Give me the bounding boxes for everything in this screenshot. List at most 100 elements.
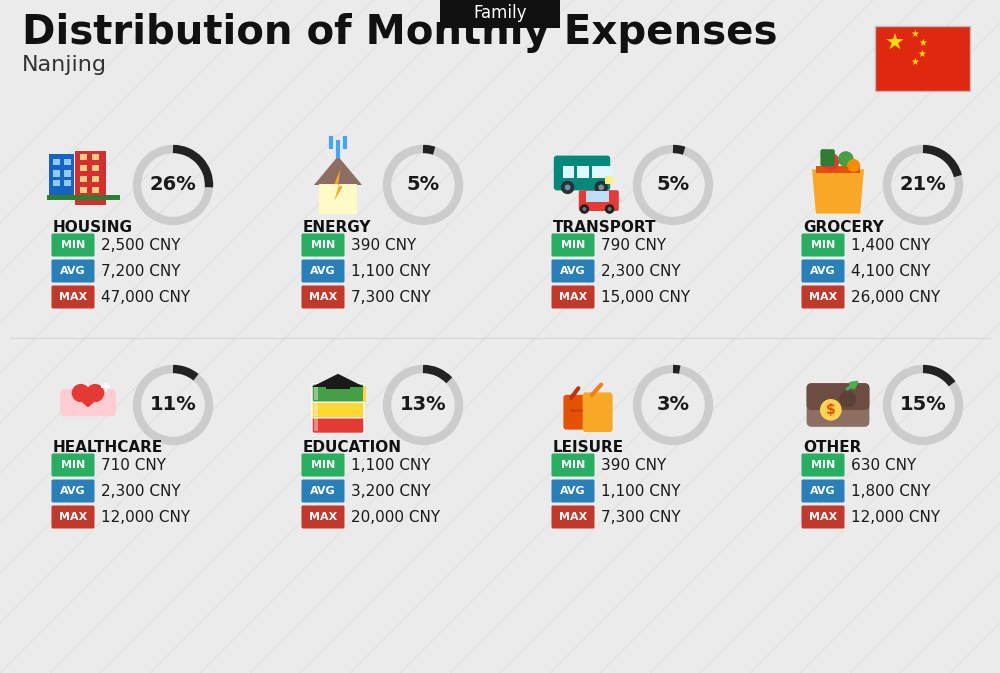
Text: AVG: AVG <box>310 266 336 276</box>
Text: 2,300 CNY: 2,300 CNY <box>601 264 681 279</box>
Text: TRANSPORT: TRANSPORT <box>553 221 656 236</box>
Text: 1,100 CNY: 1,100 CNY <box>601 483 680 499</box>
FancyBboxPatch shape <box>802 260 844 283</box>
FancyBboxPatch shape <box>53 160 60 166</box>
Text: 3%: 3% <box>656 396 690 415</box>
Text: 1,100 CNY: 1,100 CNY <box>351 264 430 279</box>
Text: 2,300 CNY: 2,300 CNY <box>101 483 181 499</box>
FancyBboxPatch shape <box>312 384 364 402</box>
Polygon shape <box>812 170 864 213</box>
Text: MAX: MAX <box>809 512 837 522</box>
FancyBboxPatch shape <box>52 285 94 308</box>
FancyBboxPatch shape <box>802 505 844 528</box>
FancyBboxPatch shape <box>101 386 110 388</box>
Text: MIN: MIN <box>61 460 85 470</box>
FancyBboxPatch shape <box>64 170 71 176</box>
Circle shape <box>86 384 104 402</box>
Text: GROCERY: GROCERY <box>803 221 884 236</box>
FancyBboxPatch shape <box>92 187 99 193</box>
FancyBboxPatch shape <box>80 153 87 160</box>
FancyBboxPatch shape <box>52 260 94 283</box>
FancyBboxPatch shape <box>80 165 87 171</box>
Text: 12,000 CNY: 12,000 CNY <box>851 509 940 524</box>
Text: MAX: MAX <box>559 512 587 522</box>
FancyBboxPatch shape <box>80 187 87 193</box>
FancyBboxPatch shape <box>552 454 594 476</box>
Text: ENERGY: ENERGY <box>303 221 372 236</box>
Text: Family: Family <box>473 4 527 22</box>
Circle shape <box>582 207 586 211</box>
Polygon shape <box>314 156 362 185</box>
FancyBboxPatch shape <box>52 505 94 528</box>
Circle shape <box>594 180 608 194</box>
Text: MAX: MAX <box>59 292 87 302</box>
FancyBboxPatch shape <box>552 260 594 283</box>
Polygon shape <box>72 394 104 407</box>
FancyBboxPatch shape <box>554 155 610 190</box>
Text: 7,300 CNY: 7,300 CNY <box>601 509 681 524</box>
Text: HOUSING: HOUSING <box>53 221 133 236</box>
FancyBboxPatch shape <box>312 399 364 418</box>
FancyBboxPatch shape <box>802 285 844 308</box>
FancyBboxPatch shape <box>52 479 94 503</box>
FancyBboxPatch shape <box>592 166 603 178</box>
FancyBboxPatch shape <box>64 160 71 166</box>
Text: OTHER: OTHER <box>803 441 861 456</box>
FancyBboxPatch shape <box>579 190 619 211</box>
Text: 11%: 11% <box>150 396 196 415</box>
Text: ★: ★ <box>911 29 919 39</box>
FancyBboxPatch shape <box>302 479 344 503</box>
Text: 390 CNY: 390 CNY <box>601 458 666 472</box>
Circle shape <box>838 151 854 167</box>
Text: 15%: 15% <box>900 396 946 415</box>
Text: AVG: AVG <box>560 266 586 276</box>
Text: MAX: MAX <box>559 292 587 302</box>
Text: 5%: 5% <box>656 176 690 194</box>
Text: 3,200 CNY: 3,200 CNY <box>351 483 431 499</box>
Text: EDUCATION: EDUCATION <box>303 441 402 456</box>
Text: 13%: 13% <box>400 396 446 415</box>
Circle shape <box>598 184 604 190</box>
Text: 2,500 CNY: 2,500 CNY <box>101 238 180 252</box>
Text: MIN: MIN <box>311 460 335 470</box>
FancyBboxPatch shape <box>552 285 594 308</box>
Text: 12,000 CNY: 12,000 CNY <box>101 509 190 524</box>
FancyBboxPatch shape <box>807 383 869 427</box>
Text: ★: ★ <box>919 38 927 48</box>
FancyBboxPatch shape <box>552 234 594 256</box>
Text: 7,300 CNY: 7,300 CNY <box>351 289 431 304</box>
Text: 390 CNY: 390 CNY <box>351 238 416 252</box>
Text: HEALTHCARE: HEALTHCARE <box>53 441 163 456</box>
Text: MIN: MIN <box>61 240 85 250</box>
FancyBboxPatch shape <box>60 389 116 416</box>
FancyBboxPatch shape <box>302 454 344 476</box>
Text: AVG: AVG <box>810 486 836 496</box>
Text: MAX: MAX <box>309 512 337 522</box>
Circle shape <box>820 399 842 421</box>
FancyBboxPatch shape <box>552 479 594 503</box>
Text: 26,000 CNY: 26,000 CNY <box>851 289 940 304</box>
Text: Nanjing: Nanjing <box>22 55 107 75</box>
Circle shape <box>608 207 612 211</box>
Text: 47,000 CNY: 47,000 CNY <box>101 289 190 304</box>
Text: 26%: 26% <box>150 176 196 194</box>
FancyBboxPatch shape <box>80 176 87 182</box>
FancyBboxPatch shape <box>319 184 357 214</box>
FancyBboxPatch shape <box>52 454 94 476</box>
Text: AVG: AVG <box>560 486 586 496</box>
Text: AVG: AVG <box>810 266 836 276</box>
FancyBboxPatch shape <box>816 166 860 174</box>
Circle shape <box>839 390 856 407</box>
Text: MIN: MIN <box>811 240 835 250</box>
Text: AVG: AVG <box>60 486 86 496</box>
Text: AVG: AVG <box>310 486 336 496</box>
Text: AVG: AVG <box>60 266 86 276</box>
FancyBboxPatch shape <box>326 384 350 390</box>
Text: MIN: MIN <box>311 240 335 250</box>
Text: ★: ★ <box>911 57 919 67</box>
FancyBboxPatch shape <box>53 170 60 176</box>
Text: LEISURE: LEISURE <box>553 441 624 456</box>
FancyBboxPatch shape <box>105 383 107 392</box>
FancyBboxPatch shape <box>302 260 344 283</box>
FancyBboxPatch shape <box>586 191 609 202</box>
